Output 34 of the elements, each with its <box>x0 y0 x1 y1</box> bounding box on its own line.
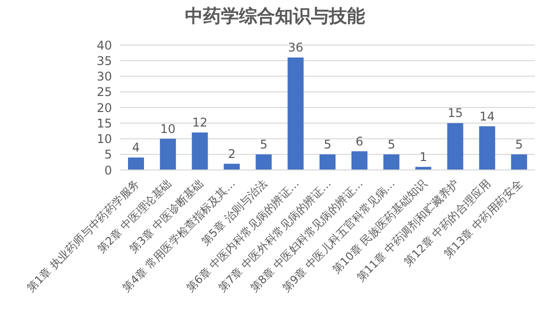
y-tick-label: 30 <box>96 70 112 84</box>
bar <box>256 154 272 170</box>
y-tick-label: 25 <box>96 85 112 100</box>
data-label: 36 <box>288 40 304 54</box>
data-label: 5 <box>515 137 523 152</box>
bar <box>511 154 528 170</box>
bar <box>192 132 208 170</box>
bar <box>479 126 496 170</box>
data-label: 6 <box>356 134 364 148</box>
bar <box>383 154 400 170</box>
bar <box>128 158 144 170</box>
data-label: 12 <box>192 116 208 130</box>
data-label: 14 <box>480 109 495 124</box>
y-tick-label: 35 <box>96 54 112 68</box>
y-tick-label: 5 <box>104 148 112 162</box>
data-label: 10 <box>160 122 176 136</box>
data-label: 2 <box>228 146 236 161</box>
bar <box>288 58 304 170</box>
y-tick-label: 40 <box>96 38 112 52</box>
data-label: 5 <box>260 137 268 152</box>
chart-title: 中药学综合知识与技能 <box>184 5 366 28</box>
data-label: 5 <box>324 137 332 152</box>
data-label: 5 <box>388 137 396 152</box>
data-label: 4 <box>132 140 140 154</box>
bar <box>447 123 464 170</box>
bar <box>160 138 176 170</box>
y-tick-label: 15 <box>96 116 112 130</box>
data-label: 1 <box>419 150 428 164</box>
data-label: 15 <box>448 106 463 120</box>
y-tick-label: 20 <box>96 100 112 115</box>
y-tick-label: 10 <box>96 132 112 146</box>
y-tick-label: 0 <box>104 163 112 178</box>
bar <box>351 151 368 170</box>
bar <box>320 154 336 170</box>
